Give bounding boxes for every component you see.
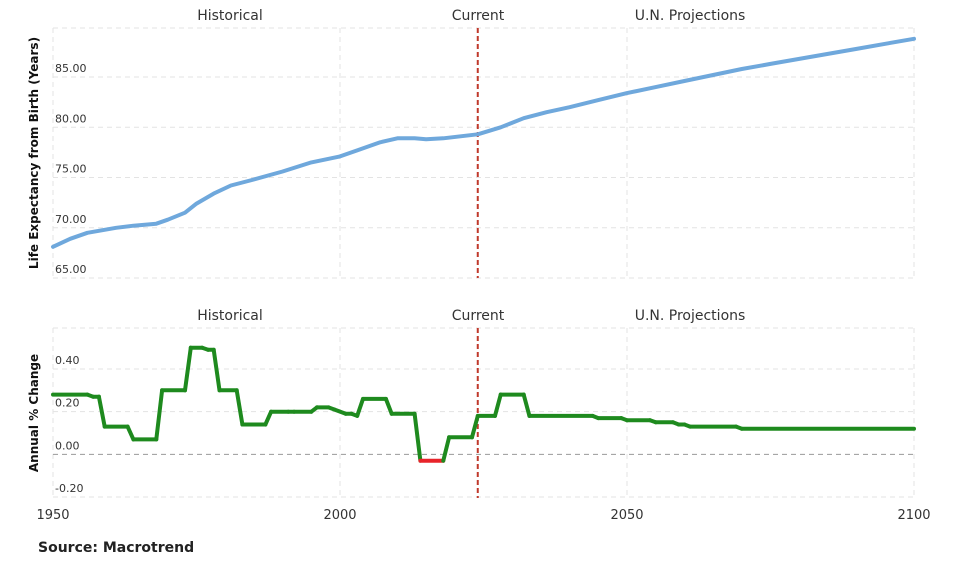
series-segment-annual-change (96, 394, 107, 429)
series-segment-annual-change (154, 388, 165, 442)
x-tick-label: 2100 (897, 508, 930, 523)
y-axis-label: Annual % Change (27, 354, 41, 472)
y-tick-label: 0.00 (55, 439, 80, 452)
region-label: Current (452, 308, 505, 324)
region-label: Historical (197, 308, 263, 324)
y-tick-label: 75.00 (55, 163, 87, 176)
series-line-life-expectancy (51, 36, 916, 249)
y-tick-label: 85.00 (55, 62, 87, 75)
life-expectancy-panel: 65.00 70.00 75.00 80.00 85.00 Life Expectancy… (27, 8, 916, 279)
region-label: Current (452, 8, 505, 24)
y-axis-label: Life Expectancy from Birth (Years) (27, 37, 41, 269)
annual-change-panel: -0.20 0.00 0.20 0.40 Annual % Change Historic… (27, 308, 931, 523)
y-tick-label: 80.00 (55, 112, 87, 125)
series-segment-annual-change (211, 347, 222, 393)
series-segment-annual-change (441, 435, 452, 463)
x-tick-label: 1950 (36, 508, 69, 523)
region-label: U.N. Projections (635, 308, 746, 324)
series-segment-annual-change (183, 345, 193, 393)
series-segment-annual-change (412, 411, 423, 463)
series-segment-annual-change (470, 413, 480, 440)
y-tick-label: 70.00 (55, 213, 87, 226)
series-segment-annual-change (355, 396, 365, 418)
y-tick-label: -0.20 (55, 482, 83, 495)
series-segment-annual-change (234, 388, 245, 427)
series-segment-annual-change (493, 392, 503, 418)
x-tick-label: 2050 (610, 508, 643, 523)
y-tick-label: 0.20 (55, 397, 80, 410)
region-label: U.N. Projections (635, 8, 746, 24)
source-label: Source: Macrotrend (38, 540, 195, 556)
series-segment-annual-change (125, 424, 136, 442)
region-label: Historical (197, 8, 263, 24)
y-tick-label: 0.40 (55, 354, 80, 367)
series-segment-annual-change (263, 409, 274, 427)
series-segment-annual-change (521, 392, 532, 418)
series-segment-annual-change (332, 407, 348, 416)
series-segment-annual-change (383, 396, 394, 416)
x-tick-label: 2000 (323, 508, 356, 523)
y-tick-label: 65.00 (55, 263, 87, 276)
